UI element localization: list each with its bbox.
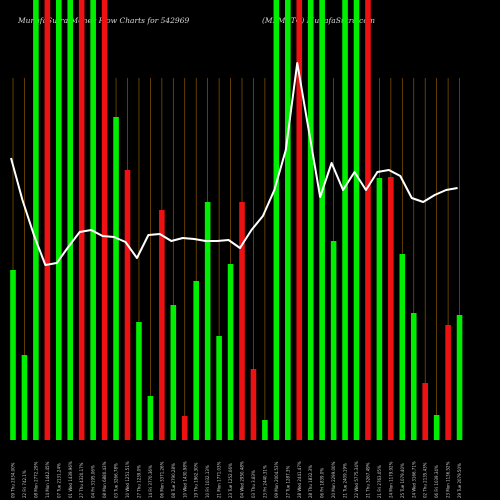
x-tick-label: 08 Mon 2772.29% <box>33 461 38 498</box>
x-tick-label: 27 Thu 4320.17% <box>79 462 84 498</box>
bar <box>216 336 222 440</box>
x-tick-label: 14 Fri 3770.36% <box>148 465 153 498</box>
bar <box>124 170 131 440</box>
x-tick-label: 24 Mon 1179.92% <box>388 461 393 498</box>
x-tick-label: 23 Fri 2440.31% <box>262 465 267 498</box>
bar <box>388 177 394 440</box>
x-tick-label: 01 Wed 1439.96% <box>68 461 73 498</box>
bar <box>113 117 119 440</box>
x-tick-label: 29 Tue 2079.50% <box>457 463 462 498</box>
trend-line <box>10 62 458 266</box>
x-tick-label: 06 Fri 1839.0% <box>320 468 325 498</box>
x-tick-label: 10 Fri 1032.13% <box>205 465 210 498</box>
x-tick-label: 07 Tue 2131.24% <box>56 463 61 498</box>
bar <box>250 369 257 440</box>
x-tick-label: 09 Mon 2004.53% <box>274 461 279 498</box>
bar <box>353 0 360 440</box>
bar <box>78 0 85 440</box>
bar <box>170 305 177 440</box>
x-tick-label: 09 Thu 2034.00% <box>11 462 16 498</box>
bar <box>33 0 39 440</box>
bar <box>399 254 406 440</box>
bar <box>227 264 234 440</box>
bar <box>422 383 428 440</box>
bar <box>56 0 62 440</box>
x-tick-label: 10 Wed 1251.51% <box>125 461 130 498</box>
x-tick-label: 20 Mon 2299.00% <box>331 461 336 498</box>
bar <box>456 315 463 440</box>
x-tick-label: 10 Wed 1430.98% <box>182 461 187 498</box>
x-tick-label: 25 Tue 1079.40% <box>400 463 405 498</box>
x-tick-label: 27 Tue 1287.3% <box>285 466 290 498</box>
line-series <box>10 62 458 266</box>
x-tick-label: 22 Wed 5775.34% <box>354 461 359 498</box>
bar <box>136 322 142 440</box>
bar <box>433 415 440 440</box>
bar <box>21 355 28 440</box>
x-tick-label: 21 Thu 3267.49% <box>365 462 370 498</box>
x-tick-label: 21 Mon 1771.03% <box>217 461 222 498</box>
x-tick-label: 08 Mon 6880.43% <box>102 461 107 498</box>
bar <box>181 416 188 440</box>
x-tick-label: 06 Mon 3371.26% <box>159 461 164 498</box>
bar <box>376 178 383 440</box>
x-tick-label: 04 Fri 3195.06% <box>91 465 96 498</box>
bar <box>239 202 245 440</box>
bar <box>204 202 211 440</box>
bar-series <box>10 0 463 440</box>
bar <box>147 396 154 440</box>
x-tick-labels: 09 Thu 2034.00% 22 Fri 742.1% 08 Mon 2772.… <box>11 461 463 498</box>
bar <box>307 0 314 440</box>
x-tick-label: 02 Thu 2135.43% <box>423 462 428 498</box>
bar <box>159 210 165 440</box>
bar <box>193 281 199 440</box>
bar <box>44 0 51 440</box>
x-tick-label: 04 Wed 2950.48% <box>240 461 245 498</box>
bar <box>67 0 74 440</box>
chart-subtitle: (MFMSTC) MunafaSutra.com <box>262 16 375 25</box>
x-tick-label: 14 Mon 1442.45% <box>45 461 50 498</box>
bar <box>101 0 108 440</box>
x-tick-label: 21 Fri 2763.05% <box>377 465 382 498</box>
bar <box>10 270 16 440</box>
x-tick-label: 03 Thu 3.83% <box>251 470 256 498</box>
x-tick-label: 28 Thu 1832.3% <box>308 465 313 498</box>
bar <box>262 420 268 440</box>
bar <box>410 313 417 440</box>
x-tick-label: 27 Thu 1239.0% <box>136 465 141 498</box>
x-tick-label: 24 Wed 3166.71% <box>411 461 416 498</box>
bar <box>365 0 371 440</box>
x-tick-label: 21 Tue 2409.19% <box>343 463 348 498</box>
bar <box>90 0 96 440</box>
x-tick-label: 19 Thu 1962.30% <box>194 462 199 498</box>
bar <box>285 0 291 440</box>
bar <box>445 325 451 440</box>
bar <box>319 0 325 440</box>
x-tick-label: 23 Tue 1252.06% <box>228 463 233 498</box>
bar <box>330 241 337 440</box>
x-tick-label: 28 Wed 2441.47% <box>297 461 302 498</box>
x-tick-label: 08 Tue 2790.28% <box>171 463 176 498</box>
bar <box>273 0 280 440</box>
x-tick-label: 03 Tue 3266.78% <box>114 463 119 498</box>
x-tick-label: 06 Fri 1039.34% <box>434 465 439 498</box>
bar <box>296 0 303 440</box>
x-tick-label: 23 Mon 1136.52% <box>446 461 451 498</box>
bar <box>342 0 348 440</box>
x-tick-label: 22 Fri 742.1% <box>22 470 27 498</box>
